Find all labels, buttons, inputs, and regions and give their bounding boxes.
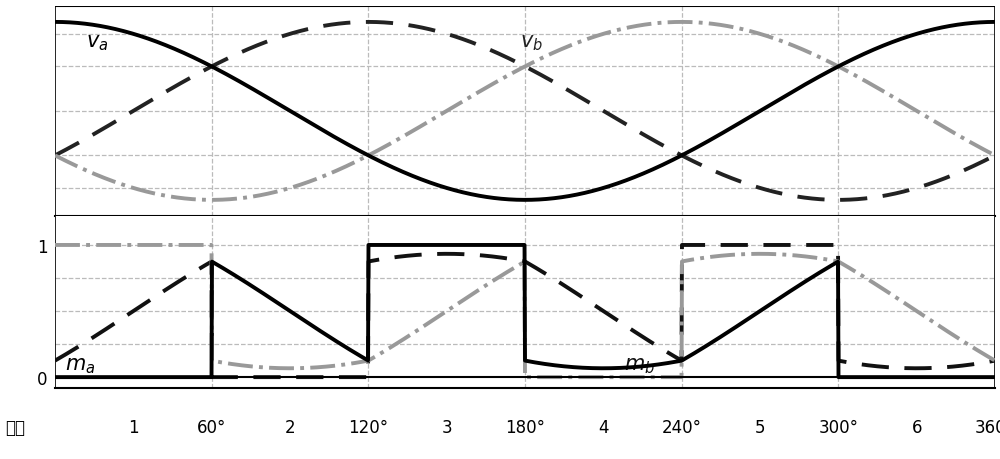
Text: $m_b$: $m_b$ — [624, 355, 655, 375]
Text: 4: 4 — [598, 418, 609, 436]
Text: 180°: 180° — [505, 418, 545, 436]
Text: 360°: 360° — [975, 418, 1000, 436]
Text: 6: 6 — [911, 418, 922, 436]
Text: 1: 1 — [128, 418, 139, 436]
Text: 5: 5 — [755, 418, 765, 436]
Text: 扇区: 扇区 — [5, 418, 25, 436]
Text: 3: 3 — [441, 418, 452, 436]
Text: 240°: 240° — [662, 418, 702, 436]
Text: $v_b$: $v_b$ — [520, 34, 543, 53]
Text: $v_a$: $v_a$ — [86, 34, 109, 53]
Text: $m_a$: $m_a$ — [65, 355, 96, 375]
Text: 300°: 300° — [818, 418, 858, 436]
Text: 2: 2 — [285, 418, 295, 436]
Text: 120°: 120° — [348, 418, 388, 436]
Text: 60°: 60° — [197, 418, 226, 436]
